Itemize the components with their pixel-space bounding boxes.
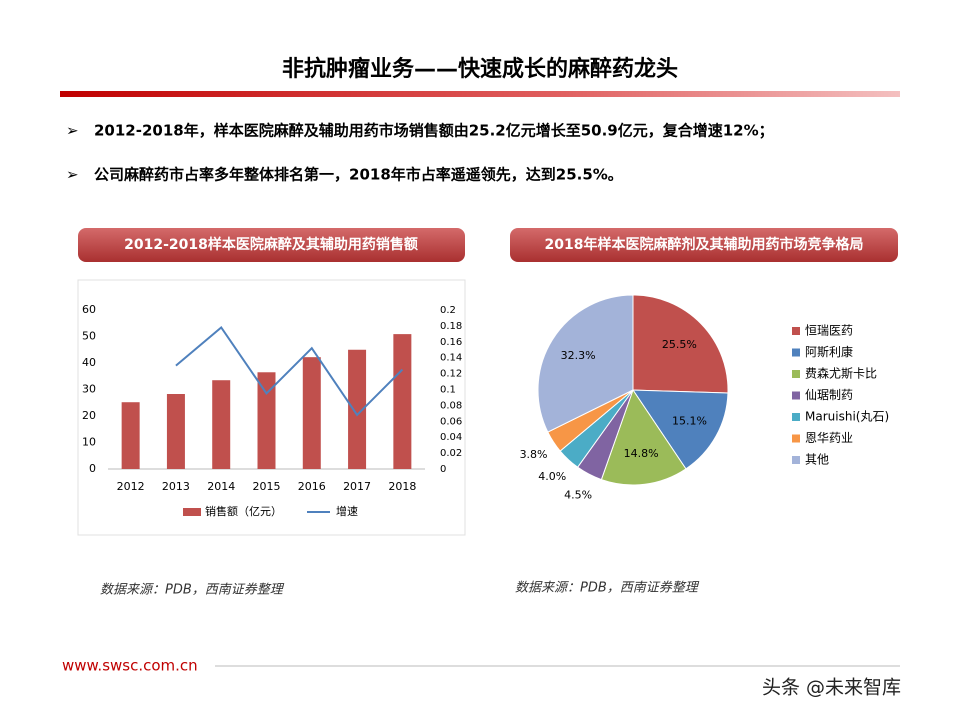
pie-slice	[632, 294, 729, 394]
x-tick-label: 2016	[298, 480, 326, 493]
legend-swatch	[792, 391, 800, 400]
chart-title: 2012-2018样本医院麻醉及其辅助用药销售额	[124, 236, 418, 253]
bar	[212, 380, 231, 469]
value-label: 15.1%	[672, 414, 707, 427]
legend-swatch	[792, 456, 800, 464]
value-label: 32.3%	[561, 349, 596, 362]
bullet-icon: ➢	[66, 122, 79, 140]
y-tick-label: 30	[82, 383, 96, 396]
value-label: 3.8%	[520, 448, 548, 461]
bullet: 公司麻醉药市占率多年整体排名第一，2018年市占率遥遥领先，达到25.5%。	[94, 166, 623, 184]
y2-tick-label: 0.08	[440, 400, 462, 411]
legend-label: Maruishi(丸石)	[805, 410, 889, 424]
bullet-icon: ➢	[66, 166, 79, 184]
x-tick-label: 2018	[388, 480, 416, 493]
y-tick-label: 60	[82, 303, 96, 316]
legend-swatch	[792, 370, 800, 378]
y2-tick-label: 0.16	[440, 337, 462, 348]
value-label: 4.5%	[564, 488, 592, 501]
legend-label: 费森尤斯卡比	[805, 366, 877, 381]
legend-label: 恩华药业	[805, 431, 853, 445]
pie-slice	[600, 388, 687, 486]
line	[175, 326, 404, 417]
y2-tick-label: 0.02	[440, 448, 462, 459]
y-tick-label: 40	[82, 356, 96, 369]
y-tick-label: 20	[82, 409, 96, 422]
legend-swatch	[183, 508, 201, 516]
footer-url: www.swsc.com.cn	[62, 657, 198, 675]
x-tick-label: 2012	[117, 480, 145, 493]
legend-label: 仙琚制药	[805, 388, 853, 402]
bar	[166, 394, 185, 469]
legend-label: 增速	[336, 504, 358, 518]
source-note: 数据来源：PDB，西南证券整理	[515, 581, 700, 596]
y-tick-label: 10	[82, 436, 96, 449]
slide-title: 非抗肿瘤业务——快速成长的麻醉药龙头	[282, 56, 678, 82]
bullet: 2012-2018年，样本医院麻醉及辅助用药市场销售额由25.2亿元增长至50.…	[94, 122, 774, 140]
pie-slice	[537, 294, 634, 433]
title-bar	[60, 91, 900, 97]
value-label: 25.5%	[662, 338, 697, 351]
y2-tick-label: 0.14	[440, 353, 462, 364]
y-tick-label: 0	[89, 462, 96, 475]
charts: 0 10 20 30 40 50 60 0 0.02 0.04 0.06 0.08 0.1 0.12 0.1…	[82, 294, 889, 518]
bar	[348, 349, 367, 469]
legend-swatch	[792, 348, 800, 357]
legend-label: 恒瑞医药	[805, 324, 853, 338]
x-tick-label: 2017	[343, 480, 371, 493]
y2-tick-label: 0.04	[440, 432, 462, 443]
watermark: 头条 @未来智库	[762, 677, 901, 699]
bar	[302, 357, 321, 469]
y2-tick-label: 0.2	[440, 305, 456, 316]
y2-tick-label: 0.12	[440, 369, 462, 380]
pie-slice	[632, 389, 729, 470]
legend-swatch	[792, 327, 800, 335]
chart-title: 2018年样本医院麻醉剂及其辅助用药市场竞争格局	[545, 236, 864, 253]
value-label: 4.0%	[538, 470, 566, 483]
y2-tick-label: 0	[440, 464, 446, 475]
y2-tick-label: 0.18	[440, 321, 462, 332]
legend-label: 其他	[805, 453, 829, 467]
bar	[257, 372, 276, 469]
value-label: 14.8%	[624, 447, 659, 460]
legend-swatch	[792, 434, 800, 443]
legend-label: 阿斯利康	[805, 344, 853, 359]
x-tick-label: 2014	[207, 480, 235, 493]
legend-swatch	[792, 413, 800, 421]
source-note: 数据来源：PDB，西南证券整理	[100, 583, 285, 598]
bar	[393, 334, 412, 469]
bar	[121, 402, 140, 469]
chart-header	[78, 228, 465, 262]
y2-tick-label: 0.1	[440, 385, 456, 396]
chart-header	[510, 228, 898, 262]
x-tick-label: 2015	[253, 480, 281, 493]
legend-label: 销售额（亿元）	[205, 504, 282, 518]
y2-tick-label: 0.06	[440, 416, 462, 427]
x-tick-label: 2013	[162, 480, 190, 493]
y-tick-label: 50	[82, 330, 96, 343]
